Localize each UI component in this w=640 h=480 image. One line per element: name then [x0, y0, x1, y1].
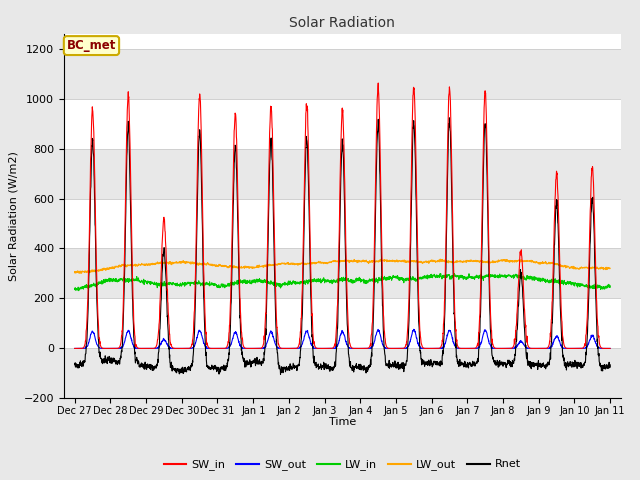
SW_out — [606, 346, 614, 351]
Rnet — [606, 364, 614, 370]
Line: LW_in: LW_in — [75, 274, 610, 291]
LW_out — [606, 265, 614, 271]
LW_in — [220, 284, 228, 290]
LW_in — [606, 285, 614, 290]
SW_in — [498, 346, 506, 351]
SW_in — [574, 346, 582, 351]
Rnet — [276, 372, 284, 377]
SW_in — [374, 80, 382, 86]
X-axis label: Time: Time — [329, 418, 356, 427]
Bar — [64, 48, 621, 98]
SW_out — [499, 346, 506, 351]
LW_out — [436, 256, 444, 262]
Bar — [64, 348, 621, 398]
Rnet — [71, 361, 79, 367]
LW_out — [76, 270, 83, 276]
LW_in — [559, 280, 567, 286]
Y-axis label: Solar Radiation (W/m2): Solar Radiation (W/m2) — [8, 151, 18, 281]
Legend: SW_in, SW_out, LW_in, LW_out, Rnet: SW_in, SW_out, LW_in, LW_out, Rnet — [159, 455, 525, 475]
Rnet — [499, 361, 506, 367]
SW_in — [71, 346, 79, 351]
SW_out — [220, 346, 228, 351]
LW_out — [370, 258, 378, 264]
SW_out — [71, 346, 79, 351]
LW_in — [370, 278, 378, 284]
Rnet — [370, 309, 378, 315]
LW_in — [451, 271, 458, 276]
Line: LW_out: LW_out — [75, 259, 610, 273]
SW_in — [559, 336, 567, 341]
Rnet — [358, 364, 365, 370]
SW_out — [370, 340, 378, 346]
SW_out — [358, 346, 365, 351]
Line: Rnet: Rnet — [75, 118, 610, 374]
LW_in — [75, 288, 83, 294]
SW_in — [369, 293, 377, 299]
SW_out — [559, 346, 567, 351]
Rnet — [220, 367, 228, 373]
LW_out — [574, 266, 582, 272]
Title: Solar Radiation: Solar Radiation — [289, 16, 396, 30]
Bar — [64, 249, 621, 299]
LW_in — [499, 274, 506, 279]
Line: SW_in: SW_in — [75, 83, 610, 348]
LW_in — [71, 286, 79, 292]
Bar — [64, 148, 621, 199]
SW_in — [358, 346, 365, 351]
SW_in — [606, 346, 614, 351]
SW_out — [410, 326, 417, 332]
SW_out — [574, 346, 582, 351]
LW_out — [71, 269, 79, 275]
LW_out — [499, 257, 506, 263]
LW_out — [559, 264, 567, 269]
Rnet — [559, 352, 567, 358]
LW_out — [358, 258, 365, 264]
SW_in — [220, 346, 228, 351]
Line: SW_out: SW_out — [75, 329, 610, 348]
Text: BC_met: BC_met — [67, 39, 116, 52]
SW_out — [166, 346, 174, 351]
Rnet — [574, 360, 582, 366]
LW_out — [220, 263, 228, 268]
LW_in — [574, 281, 582, 287]
Rnet — [445, 115, 453, 120]
LW_in — [358, 277, 365, 283]
